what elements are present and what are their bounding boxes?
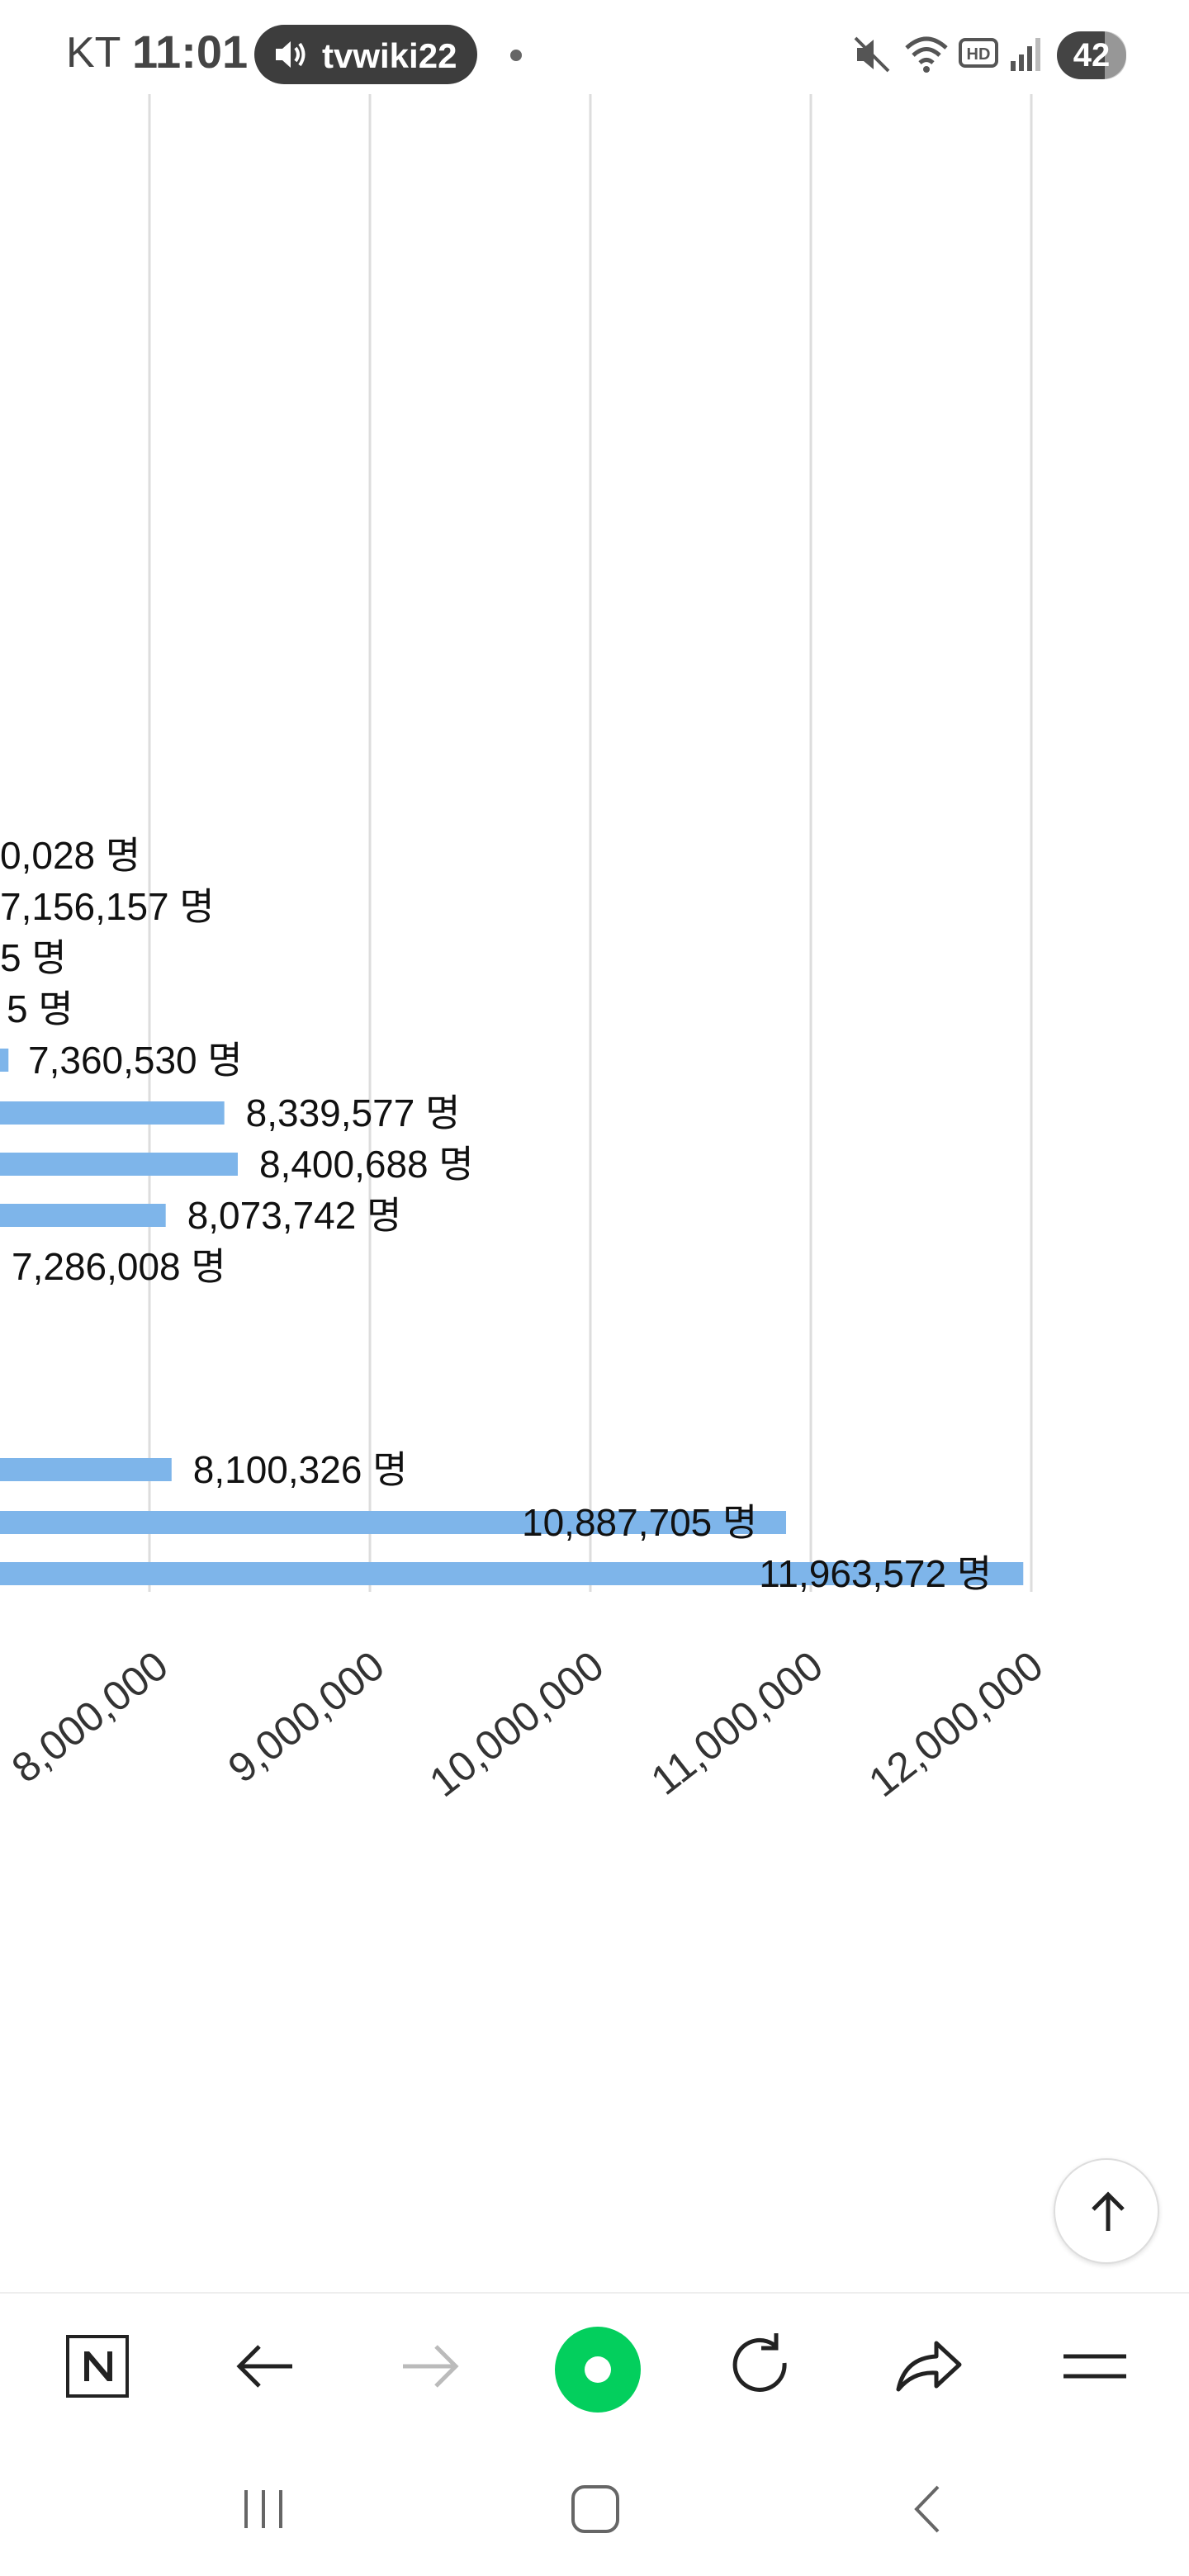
bar-value-label: 11,963,572 명 xyxy=(759,1552,992,1595)
reload-button[interactable] xyxy=(720,2325,803,2408)
naver-n-icon xyxy=(66,2335,129,2398)
media-playing-pill[interactable]: tvwiki22 xyxy=(254,25,477,84)
battery-level: 42 xyxy=(1073,37,1111,73)
bar-value-label: 8,073,742 명 xyxy=(187,1194,402,1237)
chart-bar xyxy=(0,1458,172,1481)
notification-dot xyxy=(510,50,522,61)
back-button[interactable] xyxy=(223,2325,306,2408)
chart-bar xyxy=(0,1049,9,1072)
wifi-icon xyxy=(905,36,948,73)
bar-value-label: 8,339,577 명 xyxy=(245,1091,461,1134)
svg-text:HD: HD xyxy=(967,45,991,64)
recent-apps-icon[interactable] xyxy=(234,2480,292,2538)
carrier-name: KT xyxy=(66,29,121,77)
signal-icon xyxy=(1011,38,1040,71)
naver-home-button[interactable] xyxy=(56,2325,139,2408)
back-arrow-icon xyxy=(236,2345,292,2388)
green-home-icon[interactable] xyxy=(555,2327,641,2413)
chart-bar xyxy=(0,1153,238,1176)
hd-icon: HD xyxy=(959,38,998,68)
chart-bar xyxy=(0,1511,787,1534)
share-icon xyxy=(896,2341,962,2392)
back-icon[interactable] xyxy=(900,2480,958,2538)
bar-value-label: 5 명 xyxy=(7,987,73,1030)
chart-bar xyxy=(0,1562,1024,1585)
volume-icon xyxy=(276,41,306,68)
bar-chart: 0,028 명 7,156,157 명 5 명 5 명 7,360,530 명 8,339… xyxy=(0,94,1051,1806)
bar-value-label: 7,360,530 명 xyxy=(28,1039,243,1082)
status-time: 11:01 xyxy=(132,26,249,78)
menu-button[interactable] xyxy=(1054,2325,1136,2408)
browser-toolbar xyxy=(0,2292,1189,2437)
mute-icon xyxy=(854,36,890,73)
bar-value-label: 7,156,157 명 xyxy=(0,885,215,928)
forward-arrow-icon xyxy=(403,2345,459,2388)
reload-icon xyxy=(732,2333,787,2392)
chart-bar xyxy=(0,1204,166,1227)
share-button[interactable] xyxy=(887,2325,969,2408)
bar-value-label: 10,887,705 명 xyxy=(522,1501,758,1544)
bar-chart-canvas xyxy=(0,94,1033,1592)
system-navigation-bar xyxy=(0,2437,1189,2576)
scroll-to-top-button[interactable] xyxy=(1054,2158,1159,2264)
chart-bar xyxy=(0,1101,225,1125)
bar-value-label: 8,100,326 명 xyxy=(192,1448,408,1491)
bar-value-label: 8,400,688 명 xyxy=(258,1143,474,1186)
status-bar: KT 11:01 tvwiki22 HD xyxy=(0,0,1189,109)
arrow-up-icon xyxy=(1092,2191,1125,2231)
media-label: tvwiki22 xyxy=(322,36,457,75)
home-icon[interactable] xyxy=(566,2480,624,2538)
menu-icon xyxy=(1063,2354,1126,2379)
bar-value-label: 0,028 명 xyxy=(0,834,141,877)
bar-value-label: 7,286,008 명 xyxy=(12,1245,226,1288)
forward-button[interactable] xyxy=(390,2325,472,2408)
bar-value-label: 5 명 xyxy=(0,936,67,979)
